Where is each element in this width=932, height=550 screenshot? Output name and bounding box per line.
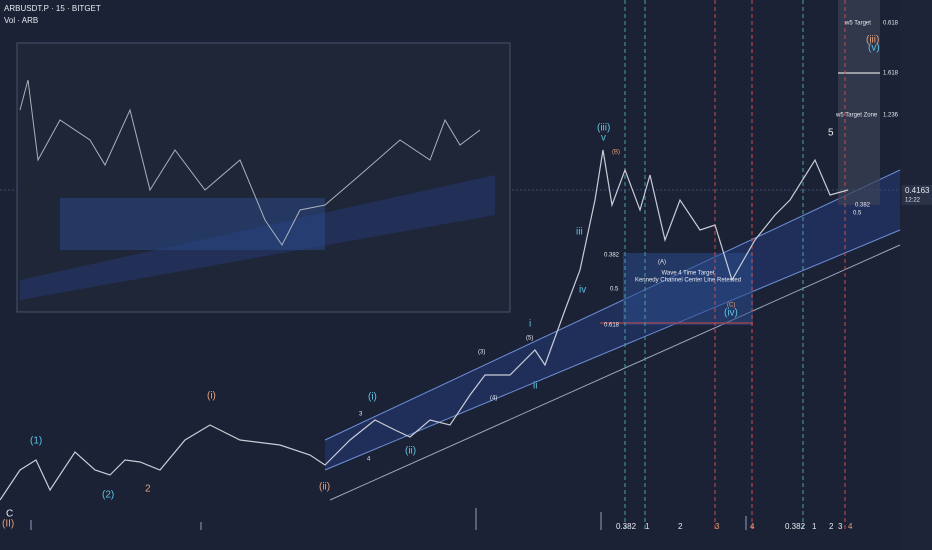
target-level: 1.618 [883,71,899,77]
wave-label: (i) [368,392,377,403]
wave-label: (B) [612,150,620,156]
time-fib: 3 [838,522,843,531]
wave-label: (II) [2,519,14,530]
wave-label: (iv) [724,308,738,319]
time-fib: 2 [678,522,683,531]
note: 0.382 [855,203,871,209]
price-tag [902,185,932,205]
last-price: 0.4163 [905,186,930,195]
time-fib: 2 [829,522,834,531]
volume-bar [600,512,602,530]
time-fib: 0.382 [785,522,806,531]
wave-label: iv [579,285,586,296]
countdown: 12:22 [905,198,921,204]
wave-label: ii [533,381,537,392]
volume-bar [475,508,477,530]
kennedy-channel [325,170,900,470]
note: 0.5 [853,211,862,217]
wave-labels: (iii) (iv) (ii) (i) iii iv i ii (iii) (v… [2,35,880,530]
wave-label: (v) [868,43,880,54]
wave-label: (5) [526,336,533,342]
volume-bar [30,520,32,530]
target-zone [838,0,880,205]
price-path [0,149,849,501]
indicator: Vol · ARB [4,16,38,25]
volume-bar [745,516,747,530]
wave-label: (3) [478,350,485,356]
wave-label: 2 [145,484,151,495]
wave-label: (ii) [319,482,330,493]
wave-label: i [529,319,531,330]
channel-outer [329,244,901,501]
wave-label: (iii) [597,123,610,134]
time-fib: 4 [848,522,853,531]
wave-label: (1) [30,436,42,447]
fib-level: 0.5 [610,287,619,293]
note: Wave 4 Time Target [661,271,714,277]
wave-label: 5 [828,128,834,139]
time-fib: 0.382 [616,522,637,531]
time-fib: 4 [750,522,755,531]
wave-label: (iii) [866,35,879,46]
target-label: w5 Target Zone [835,113,878,119]
wave-label: v [601,133,606,144]
wave-label: (2) [102,490,114,501]
wave-label: C [6,509,13,520]
wave-label: iii [576,227,583,238]
inset-price [19,79,481,246]
volume-bars [30,508,747,530]
volume-bar [200,522,202,530]
target-label: w5 Target [844,21,871,27]
time-fib-labels: 0.382 1 2 3 4 0.382 1 2 3 4 [616,522,853,531]
target-level: 0.618 [883,21,899,27]
channel-upper [324,169,901,441]
price-axis-panel [900,0,932,550]
wave-label: (ii) [405,446,416,457]
time-fib: 3 [715,522,720,531]
wave-label: 4 [367,457,371,463]
time-lines [624,0,846,530]
fib-level: 0.618 [604,323,620,329]
target-level: 1.236 [883,113,899,119]
symbol: ARBUSDT.P · 15 · BITGET [4,4,101,13]
time-fib: 1 [812,522,817,531]
fib-level: 0.382 [604,253,620,259]
wave-label: (C) [727,303,735,309]
inset-box [60,198,325,250]
time-fib: 1 [645,522,650,531]
wave-label: 3 [359,412,363,418]
note: Kennedy Channel Center Line Retested [635,278,741,284]
wave-label: (4) [490,396,497,402]
wave-label: (A) [658,260,666,266]
wave-label: (i) [207,391,216,402]
channel-lower [324,229,901,471]
